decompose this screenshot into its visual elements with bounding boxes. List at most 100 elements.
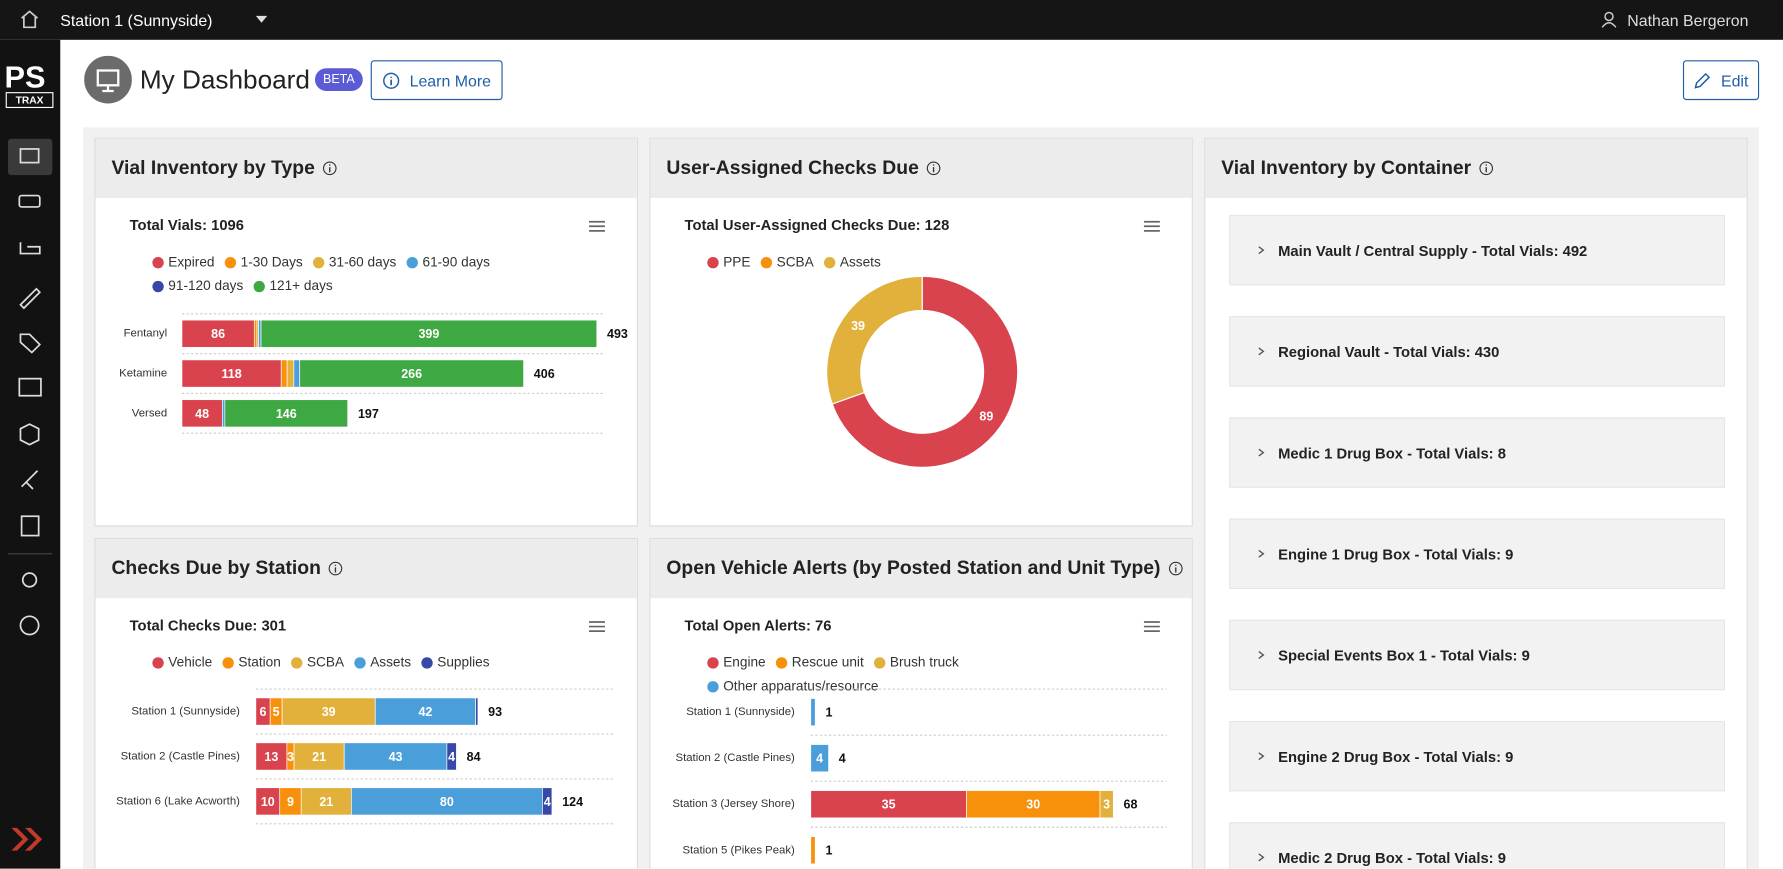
dropdown-caret[interactable]: [255, 14, 269, 25]
legend-label[interactable]: 61-90 days: [422, 254, 490, 269]
legend-label[interactable]: Brush truck: [890, 655, 959, 670]
container-label[interactable]: Main Vault / Central Supply - Total Vial…: [1278, 241, 1588, 259]
home-icon[interactable]: [19, 9, 39, 29]
legend-swatch: [224, 256, 237, 269]
station-select[interactable]: Station 1 (Sunnyside): [60, 11, 213, 30]
segment-label: 118: [221, 367, 241, 381]
legend-label[interactable]: Rescue unit: [792, 655, 864, 670]
legend-label[interactable]: Station: [238, 655, 280, 670]
nav-boxes[interactable]: [19, 423, 40, 446]
bar-segment: [281, 697, 376, 726]
donut-slice: [826, 275, 923, 405]
legend-label[interactable]: 91-120 days: [168, 278, 243, 293]
legend-label[interactable]: Supplies: [437, 655, 489, 670]
segment-label: 86: [211, 327, 225, 341]
legend-label[interactable]: Expired: [168, 254, 214, 269]
nav-dashboard[interactable]: [19, 148, 40, 164]
bar-segment: [810, 744, 829, 773]
chevron: [1258, 448, 1265, 457]
legend-label[interactable]: 31-60 days: [329, 254, 397, 269]
container-label[interactable]: Engine 1 Drug Box - Total Vials: 9: [1278, 545, 1514, 563]
nav-help[interactable]: [19, 615, 40, 636]
segment-label: 35: [882, 798, 896, 812]
segment-label: 146: [276, 407, 297, 421]
legend-label[interactable]: Vehicle: [168, 655, 212, 670]
legend-label[interactable]: Engine: [723, 655, 765, 670]
edit-label[interactable]: Edit: [1720, 71, 1749, 90]
segment-label: 80: [440, 795, 454, 809]
info-icon[interactable]: [328, 561, 344, 577]
nav-stations[interactable]: [19, 242, 41, 255]
donut-slice: [831, 275, 1019, 468]
info-icon: [383, 72, 400, 89]
user-icon[interactable]: [1601, 11, 1617, 28]
nav-checks[interactable]: [20, 515, 40, 537]
logo-ps: PS: [4, 60, 46, 95]
legend-label[interactable]: 121+ days: [269, 278, 332, 293]
segment-label: 4: [544, 795, 551, 809]
nav-tags[interactable]: [19, 333, 42, 354]
panel-header: User-Assigned Checks Due: [650, 138, 1192, 198]
legend-label[interactable]: SCBA: [777, 254, 815, 269]
bar-segment: [181, 359, 282, 388]
page-title: My Dashboard: [139, 64, 310, 95]
info-icon[interactable]: [1478, 160, 1494, 176]
nav-vehicles[interactable]: [18, 194, 41, 208]
legend-swatch: [354, 657, 366, 669]
chevron: [1258, 549, 1265, 558]
legend-label[interactable]: Other apparatus/resource: [723, 678, 878, 693]
container-label[interactable]: Medic 1 Drug Box - Total Vials: 8: [1278, 444, 1506, 462]
menu-button[interactable]: [1143, 621, 1160, 632]
container-item[interactable]: Medic 2 Drug Box - Total Vials: 9: [1229, 822, 1726, 869]
top-bar: Station 1 (Sunnyside) Nathan Bergeron: [0, 0, 1783, 40]
container-item[interactable]: Medic 1 Drug Box - Total Vials: 8: [1229, 417, 1726, 488]
container-item[interactable]: Main Vault / Central Supply - Total Vial…: [1229, 214, 1726, 286]
container-item[interactable]: Regional Vault - Total Vials: 430: [1229, 316, 1726, 387]
panel-header: Checks Due by Station: [95, 538, 637, 599]
segment-label: 9: [287, 795, 294, 809]
info-icon[interactable]: [926, 160, 942, 176]
panel-title: Vial Inventory by Container: [1221, 156, 1472, 179]
legend-swatch: [312, 256, 325, 269]
container-item[interactable]: Engine 2 Drug Box - Total Vials: 9: [1229, 720, 1726, 792]
panel: Vial Inventory by Type Total Vials: 1096 E…: [94, 137, 638, 527]
info-icon[interactable]: [1167, 561, 1183, 577]
container-item[interactable]: Special Events Box 1 - Total Vials: 9: [1229, 619, 1726, 691]
legend-swatch: [707, 657, 719, 669]
legend-label[interactable]: 1-30 Days: [241, 254, 303, 269]
segment-label: 5: [273, 705, 280, 719]
bar-segment: [475, 697, 479, 726]
legend-label[interactable]: Assets: [840, 254, 881, 269]
info-icon[interactable]: [322, 160, 338, 176]
total-label: 493: [607, 327, 628, 341]
edit-button[interactable]: Edit: [1682, 60, 1760, 101]
chevron: [1258, 853, 1265, 862]
legend-label[interactable]: PPE: [723, 254, 750, 269]
nav-syringe[interactable]: [21, 470, 39, 490]
bar-segment: [446, 742, 457, 771]
nav-settings[interactable]: [21, 572, 38, 588]
chart-title: Total Checks Due: 301: [130, 618, 286, 634]
bar-segment: [966, 790, 1101, 819]
nav-meds[interactable]: [19, 287, 42, 310]
legend-swatch: [760, 256, 773, 269]
legend-swatch: [707, 256, 719, 269]
legend-label[interactable]: Assets: [370, 655, 411, 670]
container-label[interactable]: Medic 2 Drug Box - Total Vials: 9: [1278, 848, 1506, 866]
container-label[interactable]: Special Events Box 1 - Total Vials: 9: [1278, 646, 1530, 664]
container-label[interactable]: Engine 2 Drug Box - Total Vials: 9: [1278, 747, 1514, 765]
user-name[interactable]: Nathan Bergeron: [1627, 11, 1749, 30]
learn-more-button[interactable]: Learn More: [370, 60, 503, 101]
segment-label: 266: [401, 367, 422, 381]
legend-label[interactable]: SCBA: [307, 655, 345, 670]
menu-button[interactable]: [589, 220, 605, 232]
nav-storage[interactable]: [18, 377, 42, 397]
menu-button[interactable]: [589, 621, 605, 632]
segment-label: 21: [319, 795, 333, 809]
container-label[interactable]: Regional Vault - Total Vials: 430: [1278, 342, 1500, 360]
menu-button[interactable]: [1143, 220, 1160, 232]
learn-more-label[interactable]: Learn More: [409, 71, 492, 90]
chevron: [1258, 246, 1265, 255]
segment-label: 4: [816, 752, 823, 766]
container-item[interactable]: Engine 1 Drug Box - Total Vials: 9: [1229, 518, 1726, 590]
